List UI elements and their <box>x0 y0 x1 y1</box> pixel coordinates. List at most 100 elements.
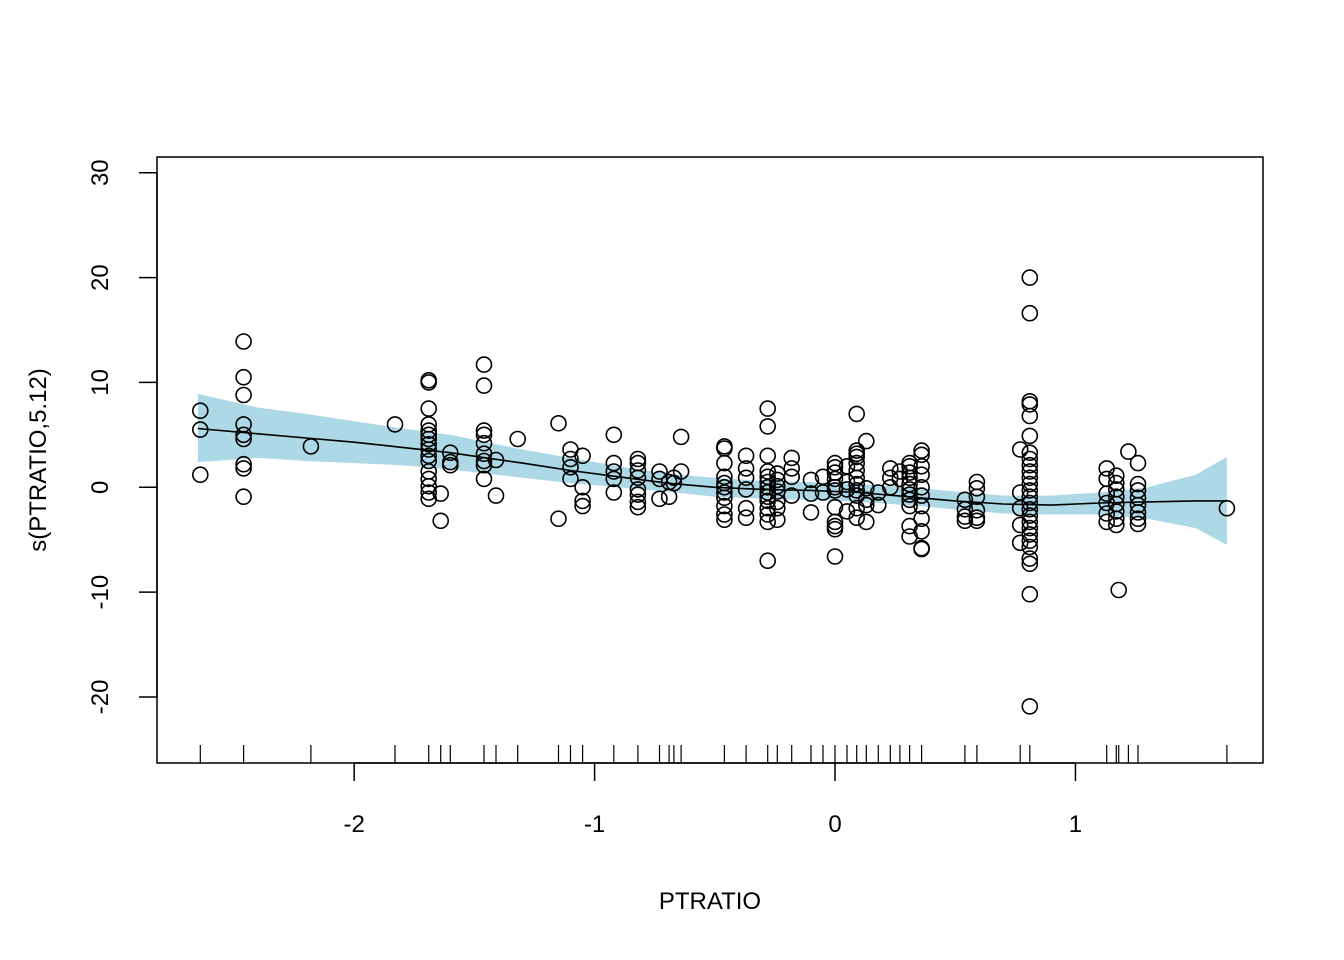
data-point <box>1021 488 1039 506</box>
data-point <box>802 471 820 489</box>
data-point <box>235 488 252 506</box>
data-point <box>1021 469 1039 487</box>
data-point <box>1021 513 1039 531</box>
data-point <box>716 454 733 472</box>
data-point <box>759 418 777 435</box>
data-point <box>1021 500 1039 518</box>
data-point <box>913 446 930 464</box>
x-tick-label: 0 <box>828 811 841 838</box>
data-point <box>826 470 844 488</box>
data-point <box>759 400 777 417</box>
data-point <box>302 438 320 455</box>
data-point <box>487 487 505 504</box>
data-point <box>420 484 438 501</box>
data-point <box>420 422 438 439</box>
data-point <box>1021 494 1039 512</box>
data-point <box>509 430 527 448</box>
data-point <box>605 484 623 501</box>
data-point <box>759 447 777 465</box>
data-point <box>420 477 438 495</box>
data-point <box>737 460 755 477</box>
data-point <box>737 481 755 498</box>
data-point <box>475 356 493 373</box>
data-point <box>838 473 856 491</box>
data-point <box>956 512 974 530</box>
data-point <box>891 470 909 488</box>
data-point <box>420 374 438 391</box>
data-point <box>716 506 733 523</box>
data-point <box>1021 427 1039 445</box>
data-point <box>913 487 930 504</box>
data-point <box>881 460 899 477</box>
data-point <box>848 469 866 487</box>
rug-ticks <box>199 745 1228 763</box>
data-point <box>956 500 974 518</box>
data-point <box>838 481 856 498</box>
data-point <box>629 498 647 516</box>
data-point <box>881 469 899 487</box>
partial-residual-points <box>192 269 1236 715</box>
data-point <box>1108 474 1125 492</box>
data-point <box>759 506 777 523</box>
data-point <box>838 503 856 520</box>
data-point <box>192 466 209 484</box>
data-point <box>192 421 209 438</box>
data-point <box>1108 467 1125 485</box>
data-point <box>737 469 755 487</box>
data-point <box>783 460 801 477</box>
data-point <box>737 509 755 527</box>
data-point <box>857 432 875 450</box>
data-point <box>1021 526 1039 543</box>
data-point <box>848 445 866 463</box>
data-point <box>1021 550 1039 567</box>
data-point <box>968 501 986 519</box>
data-point <box>1021 585 1039 603</box>
data-point <box>441 444 459 462</box>
data-point <box>826 520 844 538</box>
data-point <box>562 470 579 488</box>
data-point <box>441 456 459 474</box>
data-point <box>574 492 591 510</box>
data-point <box>235 460 252 477</box>
data-point <box>848 509 866 527</box>
data-point <box>1110 581 1127 599</box>
data-point <box>716 478 733 496</box>
data-point <box>1129 475 1147 493</box>
data-point <box>857 496 875 514</box>
data-point <box>802 504 820 521</box>
y-axis: -20 -10 0 10 20 30 <box>87 159 158 714</box>
y-tick-label: -10 <box>87 575 114 610</box>
data-point <box>235 368 252 386</box>
data-point <box>420 435 438 453</box>
data-point <box>913 497 930 515</box>
data-point <box>420 470 438 488</box>
data-point <box>1021 407 1039 425</box>
y-tick-label: 30 <box>87 159 114 186</box>
data-point <box>1218 499 1236 517</box>
data-point <box>235 333 252 350</box>
data-point <box>901 457 918 475</box>
data-point <box>550 510 567 528</box>
data-point <box>737 447 755 465</box>
data-point <box>913 457 930 475</box>
confidence-band-layer <box>197 393 1227 545</box>
data-point <box>783 449 801 467</box>
data-point <box>1129 496 1147 514</box>
data-point <box>913 522 930 540</box>
data-point <box>759 552 777 570</box>
data-point <box>848 482 866 499</box>
data-point <box>857 513 875 531</box>
data-point <box>629 493 647 511</box>
data-point <box>386 416 404 433</box>
data-point <box>783 487 801 504</box>
data-point <box>651 490 668 508</box>
y-tick-label: 10 <box>87 369 114 396</box>
data-point <box>848 499 866 517</box>
data-point <box>1011 516 1029 534</box>
data-point <box>826 513 844 531</box>
data-point <box>968 488 986 506</box>
data-point <box>1098 494 1115 512</box>
data-point <box>716 484 733 501</box>
data-point <box>901 469 918 487</box>
